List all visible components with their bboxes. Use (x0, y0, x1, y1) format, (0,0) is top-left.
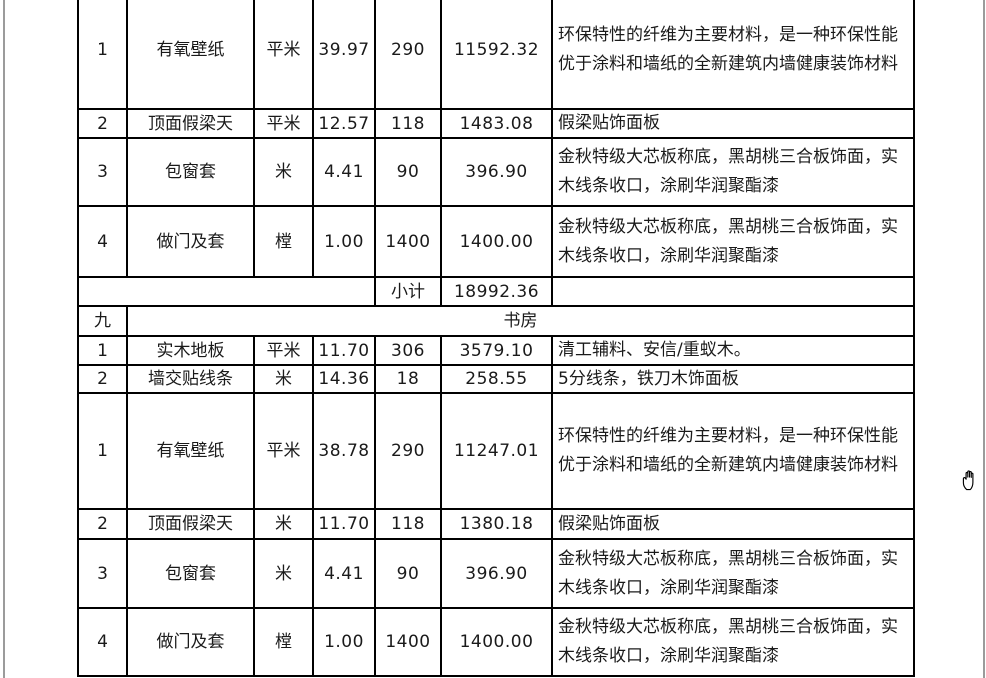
cell-total[interactable]: 396.90 (440, 137, 551, 205)
cell-unit[interactable]: 樘 (253, 205, 312, 276)
cell-name[interactable]: 包窗套 (126, 538, 253, 607)
cell-price[interactable]: 18 (374, 364, 440, 392)
cell-name[interactable]: 顶面假梁天 (126, 508, 253, 538)
cell-unit[interactable]: 平米 (253, 108, 312, 137)
cell-no[interactable]: 2 (77, 364, 126, 392)
cell-unit[interactable]: 平米 (253, 335, 312, 364)
cell-total[interactable]: 1483.08 (440, 108, 551, 137)
cell-name[interactable]: 做门及套 (126, 205, 253, 276)
cell-qty[interactable]: 39.97 (312, 0, 374, 108)
cell-total[interactable]: 1380.18 (440, 508, 551, 538)
subtotal-spacer-cell[interactable] (77, 276, 374, 305)
page-edge-line-right (983, 0, 985, 678)
cell-name[interactable]: 有氧壁纸 (126, 0, 253, 108)
cell-desc[interactable]: 假梁贴饰面板 (551, 108, 915, 137)
cell-price[interactable]: 1400 (374, 607, 440, 677)
cell-no[interactable]: 1 (77, 335, 126, 364)
cell-unit[interactable]: 米 (253, 538, 312, 607)
cell-unit[interactable]: 樘 (253, 607, 312, 677)
cell-price[interactable]: 90 (374, 137, 440, 205)
cell-desc[interactable]: 假梁贴饰面板 (551, 508, 915, 538)
cell-name[interactable]: 墙交贴线条 (126, 364, 253, 392)
subtotal-value-cell[interactable]: 18992.36 (440, 276, 551, 305)
cell-price[interactable]: 1400 (374, 205, 440, 276)
cell-desc[interactable]: 清工辅料、安信/重蚁木。 (551, 335, 915, 364)
cell-unit[interactable]: 米 (253, 364, 312, 392)
cell-total[interactable]: 258.55 (440, 364, 551, 392)
cell-total[interactable]: 1400.00 (440, 205, 551, 276)
subtotal-desc-cell[interactable] (551, 276, 915, 305)
section-index-cell[interactable]: 九 (77, 305, 126, 335)
cell-qty[interactable]: 14.36 (312, 364, 374, 392)
cell-qty[interactable]: 4.41 (312, 137, 374, 205)
grab-hand-cursor-icon (962, 470, 974, 491)
cell-desc[interactable]: 金秋特级大芯板称底，黑胡桃三合板饰面，实木线条收口，涂刷华润聚酯漆 (551, 538, 915, 607)
cell-qty[interactable]: 12.57 (312, 108, 374, 137)
cell-qty[interactable]: 11.70 (312, 508, 374, 538)
cell-unit[interactable]: 米 (253, 508, 312, 538)
cell-qty[interactable]: 38.78 (312, 392, 374, 508)
cell-unit[interactable]: 米 (253, 137, 312, 205)
cell-no[interactable]: 3 (77, 538, 126, 607)
cell-no[interactable]: 4 (77, 607, 126, 677)
cell-total[interactable]: 11592.32 (440, 0, 551, 108)
cell-no[interactable]: 2 (77, 108, 126, 137)
cell-price[interactable]: 90 (374, 538, 440, 607)
section-title-cell[interactable]: 书房 (126, 305, 915, 335)
cell-desc[interactable]: 金秋特级大芯板称底，黑胡桃三合板饰面，实木线条收口，涂刷华润聚酯漆 (551, 607, 915, 677)
cell-desc[interactable]: 金秋特级大芯板称底，黑胡桃三合板饰面，实木线条收口，涂刷华润聚酯漆 (551, 205, 915, 276)
cell-name[interactable]: 做门及套 (126, 607, 253, 677)
cell-no[interactable]: 2 (77, 508, 126, 538)
cell-name[interactable]: 包窗套 (126, 137, 253, 205)
cell-name[interactable]: 有氧壁纸 (126, 392, 253, 508)
cell-name[interactable]: 实木地板 (126, 335, 253, 364)
cell-qty[interactable]: 1.00 (312, 607, 374, 677)
cell-unit[interactable]: 平米 (253, 392, 312, 508)
cell-name[interactable]: 顶面假梁天 (126, 108, 253, 137)
cell-no[interactable]: 1 (77, 392, 126, 508)
cell-unit[interactable]: 平米 (253, 0, 312, 108)
cell-qty[interactable]: 4.41 (312, 538, 374, 607)
cell-price[interactable]: 118 (374, 108, 440, 137)
cell-total[interactable]: 3579.10 (440, 335, 551, 364)
cell-no[interactable]: 3 (77, 137, 126, 205)
cell-desc[interactable]: 环保特性的纤维为主要材料，是一种环保性能优于涂料和墙纸的全新建筑内墙健康装饰材料 (551, 392, 915, 508)
cell-desc[interactable]: 环保特性的纤维为主要材料，是一种环保性能优于涂料和墙纸的全新建筑内墙健康装饰材料 (551, 0, 915, 108)
cell-qty[interactable]: 1.00 (312, 205, 374, 276)
cell-price[interactable]: 290 (374, 0, 440, 108)
quotation-table: 1 有氧壁纸 平米 39.97 290 11592.32 环保特性的纤维为主要材… (77, 0, 915, 677)
cell-total[interactable]: 1400.00 (440, 607, 551, 677)
cell-desc[interactable]: 5分线条，铁刀木饰面板 (551, 364, 915, 392)
cell-total[interactable]: 396.90 (440, 538, 551, 607)
cell-no[interactable]: 4 (77, 205, 126, 276)
cell-price[interactable]: 290 (374, 392, 440, 508)
cell-qty[interactable]: 11.70 (312, 335, 374, 364)
subtotal-label-cell[interactable]: 小计 (374, 276, 440, 305)
cell-desc[interactable]: 金秋特级大芯板称底，黑胡桃三合板饰面，实木线条收口，涂刷华润聚酯漆 (551, 137, 915, 205)
cell-total[interactable]: 11247.01 (440, 392, 551, 508)
page-edge-line-left (3, 0, 5, 678)
cell-price[interactable]: 118 (374, 508, 440, 538)
cell-price[interactable]: 306 (374, 335, 440, 364)
cell-no[interactable]: 1 (77, 0, 126, 108)
